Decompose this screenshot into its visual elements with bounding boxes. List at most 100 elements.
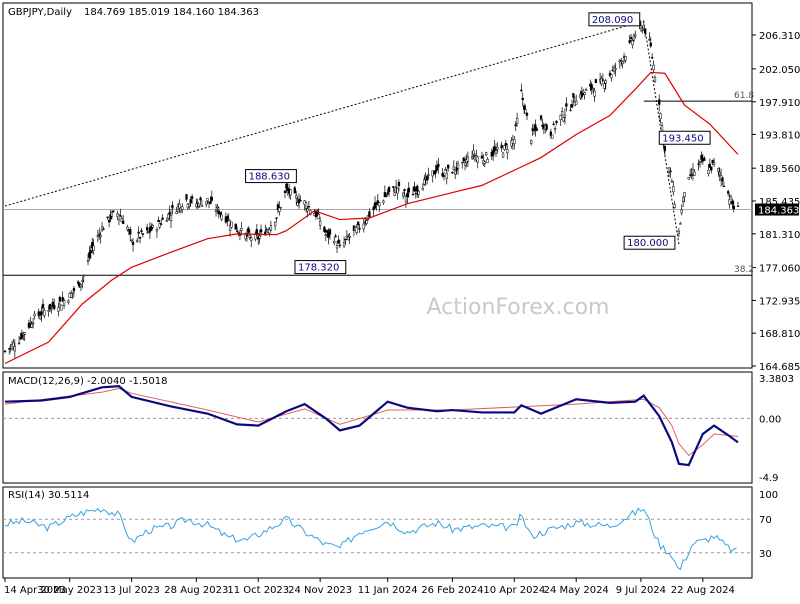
candle-body <box>117 214 121 221</box>
candle-body <box>39 315 42 320</box>
candle-body <box>667 167 671 173</box>
candle-body <box>447 164 450 169</box>
candle-body <box>137 231 140 234</box>
candle-body <box>653 77 657 82</box>
candle-body <box>413 186 416 192</box>
candle-body <box>416 185 419 192</box>
candle-body <box>333 240 336 244</box>
candle-body <box>275 217 278 219</box>
candle-body <box>404 196 408 203</box>
candle-body <box>30 323 33 328</box>
candle-body <box>13 345 16 352</box>
candle-body <box>88 252 91 258</box>
date-axis-label: 28 Aug 2023 <box>164 585 228 596</box>
candle-body <box>285 183 288 189</box>
candle-body <box>535 128 538 131</box>
candle-body <box>23 332 26 335</box>
candle-body <box>140 230 143 232</box>
candle-body <box>403 189 406 191</box>
candle-body <box>677 230 681 234</box>
candle-body <box>129 228 132 235</box>
candle-body <box>708 163 712 168</box>
candle-body <box>345 235 349 238</box>
candle-body <box>503 145 506 150</box>
rsi-line <box>4 507 737 571</box>
macd-axis-label: 0.00 <box>759 414 781 425</box>
candle-body <box>210 196 213 201</box>
candle-body <box>486 159 489 163</box>
candle-body <box>494 150 498 154</box>
candle-body <box>96 235 100 237</box>
candle-body <box>72 288 76 292</box>
candle-body <box>522 105 526 110</box>
candle-body <box>472 150 475 155</box>
candle-body <box>549 131 553 137</box>
candle-body <box>406 192 409 197</box>
candle-body <box>722 185 726 188</box>
candle-body <box>119 215 122 217</box>
candle-body <box>157 220 160 222</box>
price-axis-label: 197.910 <box>759 98 800 109</box>
price-axis-label: 164.685 <box>759 362 800 373</box>
candle-body <box>150 226 153 231</box>
candle-body <box>493 146 496 151</box>
candle-body <box>237 232 240 234</box>
candle-body <box>470 156 474 159</box>
candle-body <box>425 176 429 181</box>
candle-body <box>641 29 644 32</box>
candle-body <box>205 201 208 205</box>
candle-body <box>386 192 389 195</box>
candle-body <box>393 192 396 196</box>
candle-body <box>375 202 378 205</box>
candle-body <box>648 39 651 41</box>
price-panel-frame <box>2 2 753 369</box>
candle-body <box>649 42 652 47</box>
candle-body <box>27 322 31 328</box>
price-annotation-box <box>658 130 711 145</box>
candle-body <box>515 117 519 124</box>
candle-body <box>417 190 420 195</box>
price-annotation-label: 193.450 <box>662 133 703 144</box>
candle-body <box>560 111 564 116</box>
candle-body <box>195 203 198 207</box>
candle-body <box>690 174 693 176</box>
candle-body <box>61 297 64 302</box>
candle-body <box>583 92 586 95</box>
candle-body <box>580 91 583 97</box>
candle-body <box>462 157 465 162</box>
candle-body <box>185 194 188 200</box>
candle-body <box>318 220 322 226</box>
candle-body <box>672 186 675 193</box>
candle-body <box>500 144 503 149</box>
candle-body <box>348 236 351 238</box>
candle-body <box>532 129 536 132</box>
candle-body <box>347 236 350 240</box>
candle-body <box>86 260 90 262</box>
candle-body <box>110 212 114 217</box>
candle-body <box>683 192 686 198</box>
candle-body <box>145 227 149 231</box>
price-annotation-box <box>245 169 297 184</box>
macd-panel-frame <box>2 371 753 484</box>
candle-body <box>555 120 558 124</box>
candle-body <box>328 229 332 235</box>
price-annotation-box <box>623 235 676 250</box>
candle-body <box>43 310 46 316</box>
candle-body <box>572 93 575 98</box>
candle-body <box>126 226 129 230</box>
candle-body <box>652 64 655 70</box>
candle-body <box>112 210 115 212</box>
candle-body <box>721 177 724 182</box>
candle-body <box>372 207 375 211</box>
candle-body <box>254 233 257 240</box>
candle-body <box>454 170 457 175</box>
candle-body <box>326 230 329 233</box>
candle-body <box>214 210 218 212</box>
price-axis-label: 206.310 <box>759 31 800 42</box>
candle-body <box>53 305 56 309</box>
candle-body <box>3 350 7 353</box>
candle-body <box>697 163 700 165</box>
candle-body <box>323 226 326 232</box>
candle-body <box>273 221 277 227</box>
